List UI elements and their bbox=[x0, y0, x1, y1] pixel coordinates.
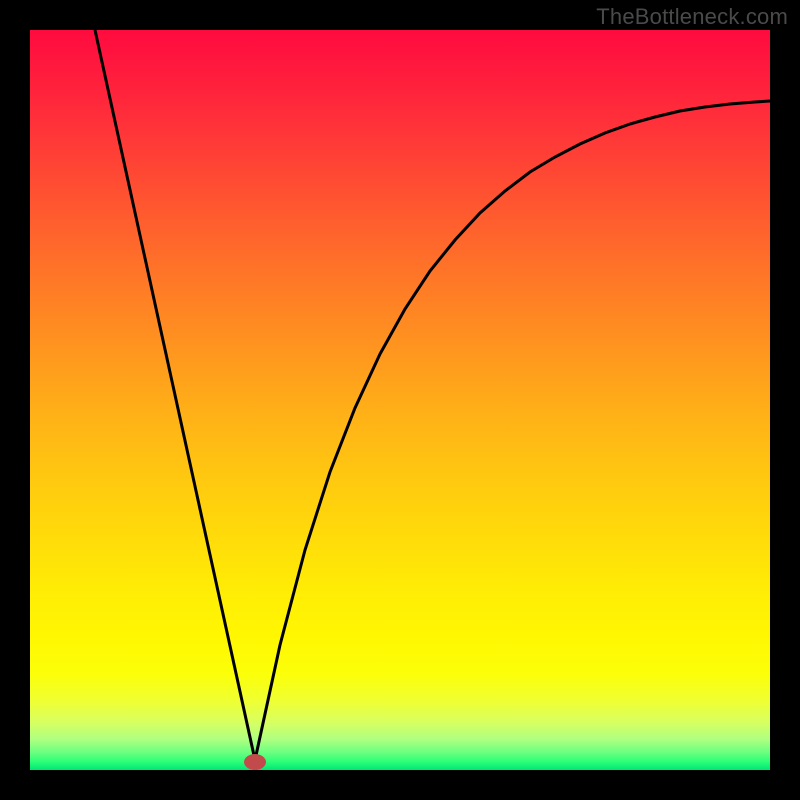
watermark-text: TheBottleneck.com bbox=[596, 4, 788, 30]
curve-right-segment bbox=[255, 101, 770, 760]
min-marker bbox=[244, 754, 266, 770]
curve-left-segment bbox=[95, 30, 255, 760]
chart-container: TheBottleneck.com bbox=[0, 0, 800, 800]
plot-area bbox=[30, 30, 770, 770]
curve-overlay bbox=[30, 30, 770, 770]
